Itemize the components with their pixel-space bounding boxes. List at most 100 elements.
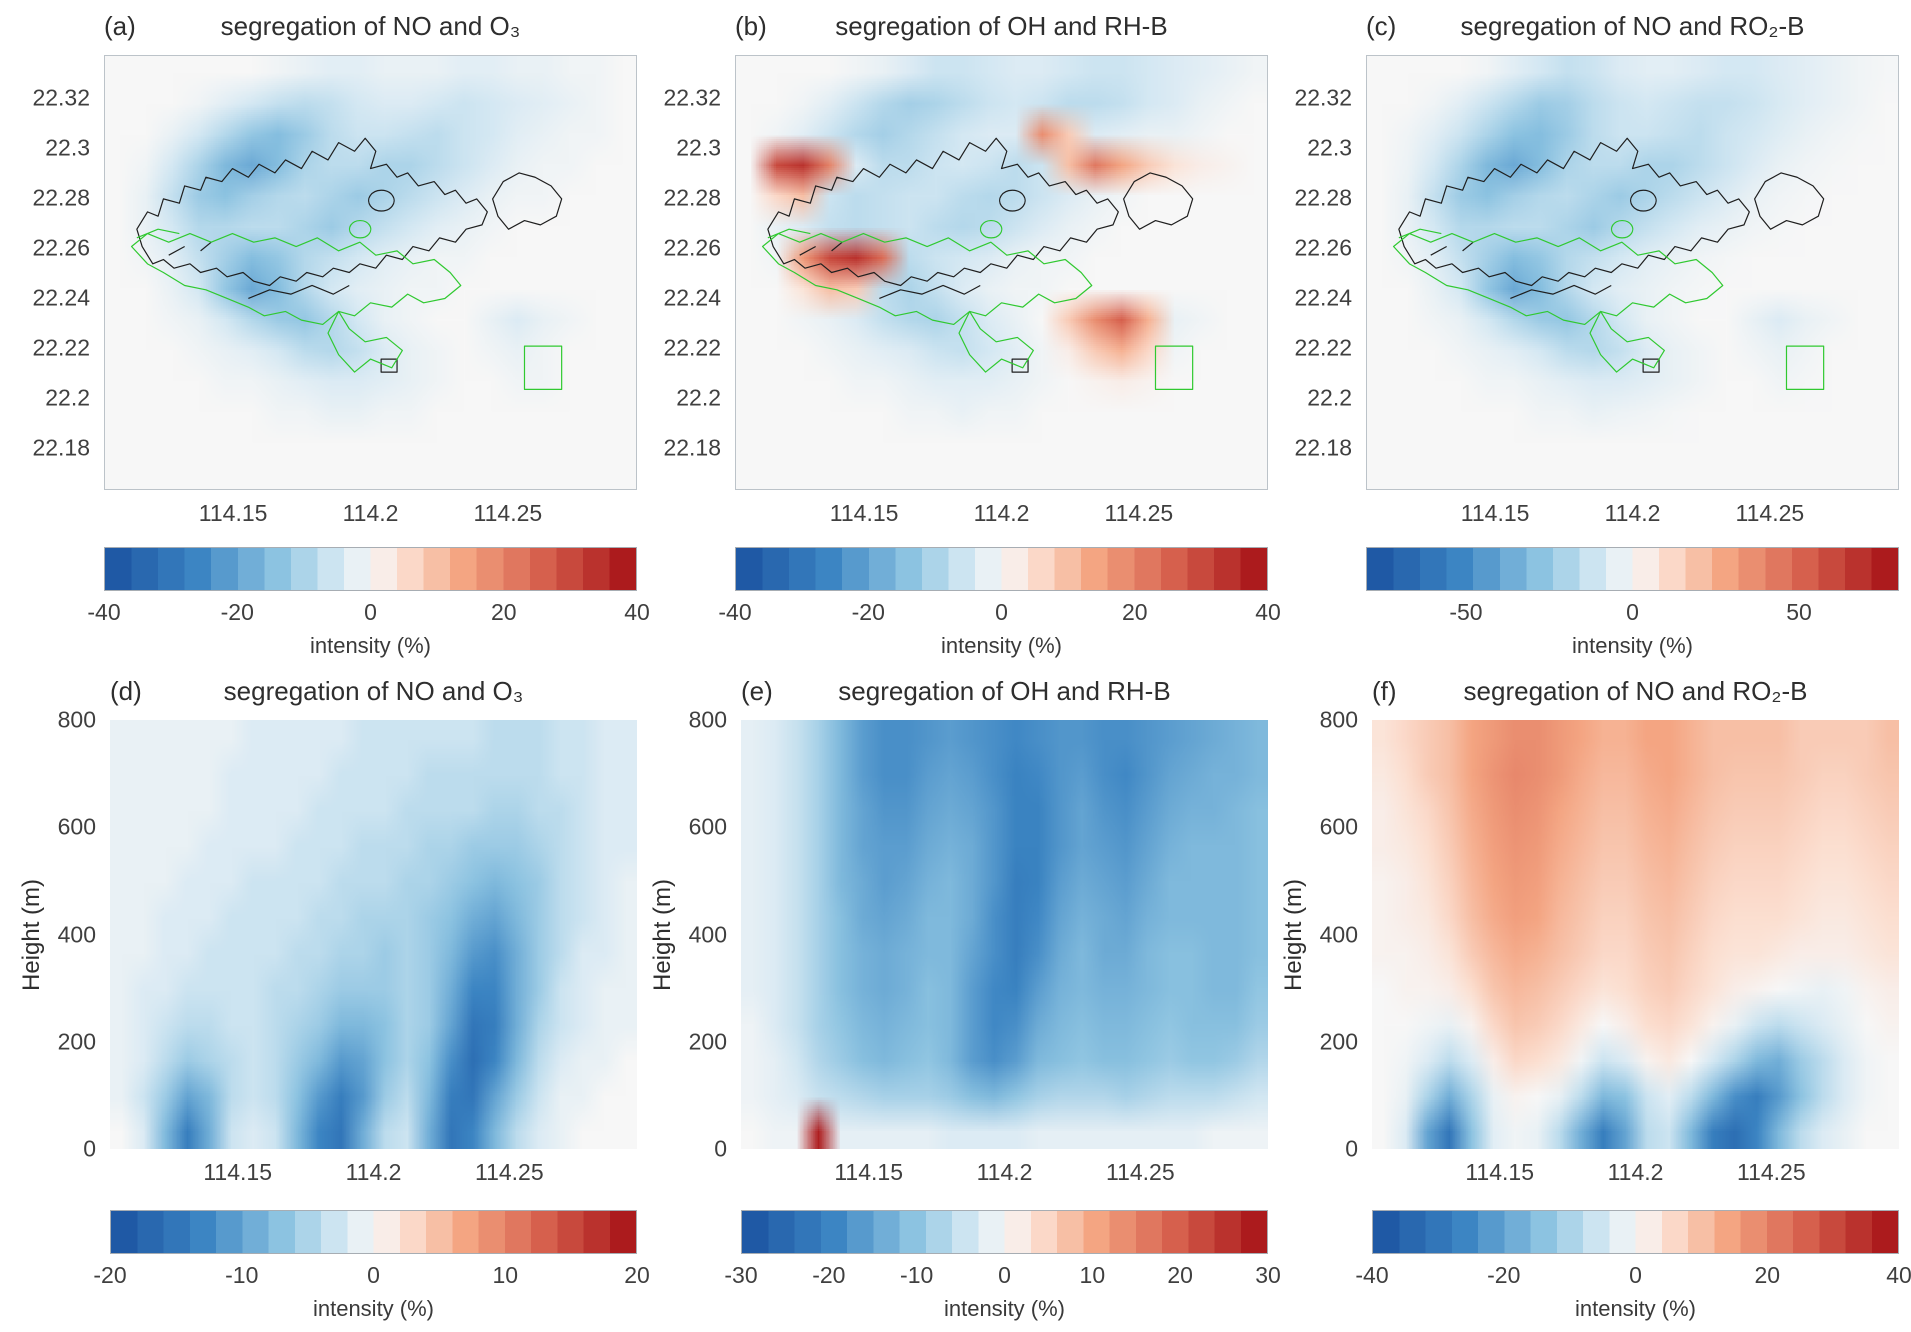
heatmap-canvas: [1372, 720, 1899, 1149]
colorbar-canvas: [1367, 548, 1898, 590]
coastline-green-path: [132, 234, 461, 325]
panel-index-label: (a): [104, 11, 136, 41]
colorbar-tick-label: -20: [851, 599, 885, 625]
x-tick-label: 114.2: [345, 1159, 402, 1185]
colorbar-tick-label: 0: [1626, 599, 1639, 625]
panel-title: segregation of NO and O₃: [223, 676, 524, 706]
panel-index-label: (e): [741, 676, 773, 706]
heatmap-plot-area: [735, 55, 1268, 490]
x-axis-tick-labels: 114.15 114.2 114.25: [110, 1159, 637, 1187]
panel-title: segregation of OH and RH-B: [835, 11, 1168, 41]
x-axis-tick-labels: 114.15 114.2 114.25: [1366, 500, 1899, 528]
colorbar: [110, 1210, 637, 1254]
coastline-black-path: [1399, 138, 1749, 285]
colorbar-tick-labels: -40 -20 0 20 40: [718, 599, 1280, 625]
colorbar-tick-label: 40: [1886, 1262, 1911, 1288]
y-tick-label: 600: [688, 813, 727, 840]
colorbar-axis-label: intensity (%): [1574, 1296, 1697, 1321]
x-tick-label: 114.25: [473, 500, 543, 526]
colorbar-tick-label: -40: [87, 599, 121, 625]
colorbar: [735, 547, 1268, 591]
y-axis-tick-labels: 22.32 22.3 22.28 22.26 22.24 22.22 22.2 22.18: [1266, 55, 1358, 490]
colorbar-tick-label: -40: [1355, 1262, 1389, 1288]
coastline-green-path: [768, 229, 810, 238]
y-tick-label: 22.24: [1294, 284, 1352, 310]
colorbar-tick-label: 10: [1079, 1262, 1106, 1288]
coastline-green-path: [1155, 346, 1192, 389]
coastline-green-path: [328, 311, 402, 372]
y-tick-label: 22.24: [32, 284, 90, 310]
colorbar-axis-label: intensity (%): [943, 1296, 1066, 1321]
heatmap-plot-area: [1372, 720, 1899, 1149]
colorbar: [1372, 1210, 1899, 1254]
x-tick-label: 114.2: [1604, 500, 1661, 526]
colorbar-tick-label: -30: [724, 1262, 758, 1288]
y-axis-tick-labels: 800 600 400 200 0: [1272, 707, 1364, 1162]
coastline-green-path: [763, 234, 1092, 325]
colorbar-tick-label: -10: [900, 1262, 934, 1288]
panel-header: (f) segregation of NO and RO₂-B: [1372, 676, 1899, 710]
coastline-black-path: [1643, 359, 1659, 372]
coastline-black-path: [493, 173, 562, 229]
colorbar-tick-label: 50: [1786, 599, 1812, 625]
colorbar-tick-label: 0: [998, 1262, 1011, 1288]
y-axis-label: Height (m): [18, 878, 45, 991]
y-tick-label: 200: [688, 1028, 727, 1055]
y-tick-label: 200: [1319, 1028, 1358, 1055]
colorbar-axis-label: intensity (%): [940, 633, 1063, 658]
colorbar-tick-label: -40: [718, 599, 752, 625]
x-tick-label: 114.2: [1607, 1159, 1664, 1185]
y-tick-label: 22.26: [663, 234, 721, 260]
coastline-black-path: [1012, 359, 1028, 372]
panel-header: (a) segregation of NO and O₃: [104, 11, 637, 45]
heatmap-canvas: [736, 56, 1267, 489]
y-tick-label: 22.18: [32, 434, 90, 460]
colorbar-tick-label: -10: [225, 1262, 259, 1288]
heatmap-plot-area: [741, 720, 1268, 1149]
coastline-green-path: [1590, 311, 1664, 372]
y-axis-tick-labels: 800 600 400 200 0: [641, 707, 733, 1162]
coastline-overlay: [105, 56, 636, 489]
x-tick-label: 114.2: [976, 1159, 1033, 1185]
colorbar-tick-label: 0: [364, 599, 377, 625]
y-tick-label: 22.2: [45, 384, 90, 410]
y-tick-label: 800: [688, 706, 727, 733]
y-tick-label: 22.26: [1294, 234, 1352, 260]
coastline-black-path: [768, 138, 1118, 285]
colorbar-tick-label: 0: [367, 1262, 380, 1288]
heatmap-canvas: [1367, 56, 1898, 489]
x-tick-label: 114.2: [342, 500, 399, 526]
panel-index-label: (c): [1366, 11, 1397, 41]
x-axis-tick-labels: 114.15 114.2 114.25: [104, 500, 637, 528]
x-tick-label: 114.15: [203, 1159, 272, 1185]
y-tick-label: 22.3: [676, 134, 721, 160]
panel-index-label: (d): [110, 676, 142, 706]
heatmap-canvas: [741, 720, 1268, 1149]
colorbar: [104, 547, 637, 591]
y-tick-label: 22.3: [1307, 134, 1352, 160]
colorbar-tick-label: 40: [1255, 599, 1281, 625]
x-axis-tick-labels: 114.15 114.2 114.25: [1372, 1159, 1899, 1187]
x-tick-label: 114.25: [1104, 500, 1174, 526]
coastline-green-path: [137, 229, 179, 238]
colorbar-tick-labels: -40 -20 0 20 40: [87, 599, 649, 625]
x-tick-label: 114.15: [1465, 1159, 1534, 1185]
coastline-green-path: [1612, 221, 1633, 238]
colorbar-tick-label: 20: [1121, 599, 1148, 625]
colorbar-tick-label: -20: [1487, 1262, 1521, 1288]
colorbar-canvas: [1373, 1211, 1898, 1253]
panel-header: (d) segregation of NO and O₃: [110, 676, 637, 710]
heatmap-canvas: [105, 56, 636, 489]
y-tick-label: 22.3: [45, 134, 90, 160]
colorbar-tick-label: 30: [1255, 1262, 1281, 1288]
colorbar-tick-labels: -30 -20 -10 0 10 20 30: [724, 1262, 1280, 1288]
y-tick-label: 22.32: [1294, 84, 1352, 110]
panel-header: (b) segregation of OH and RH-B: [735, 11, 1268, 45]
y-axis-tick-labels: 22.32 22.3 22.28 22.26 22.24 22.22 22.2 22.18: [635, 55, 727, 490]
y-tick-label: 22.26: [32, 234, 90, 260]
